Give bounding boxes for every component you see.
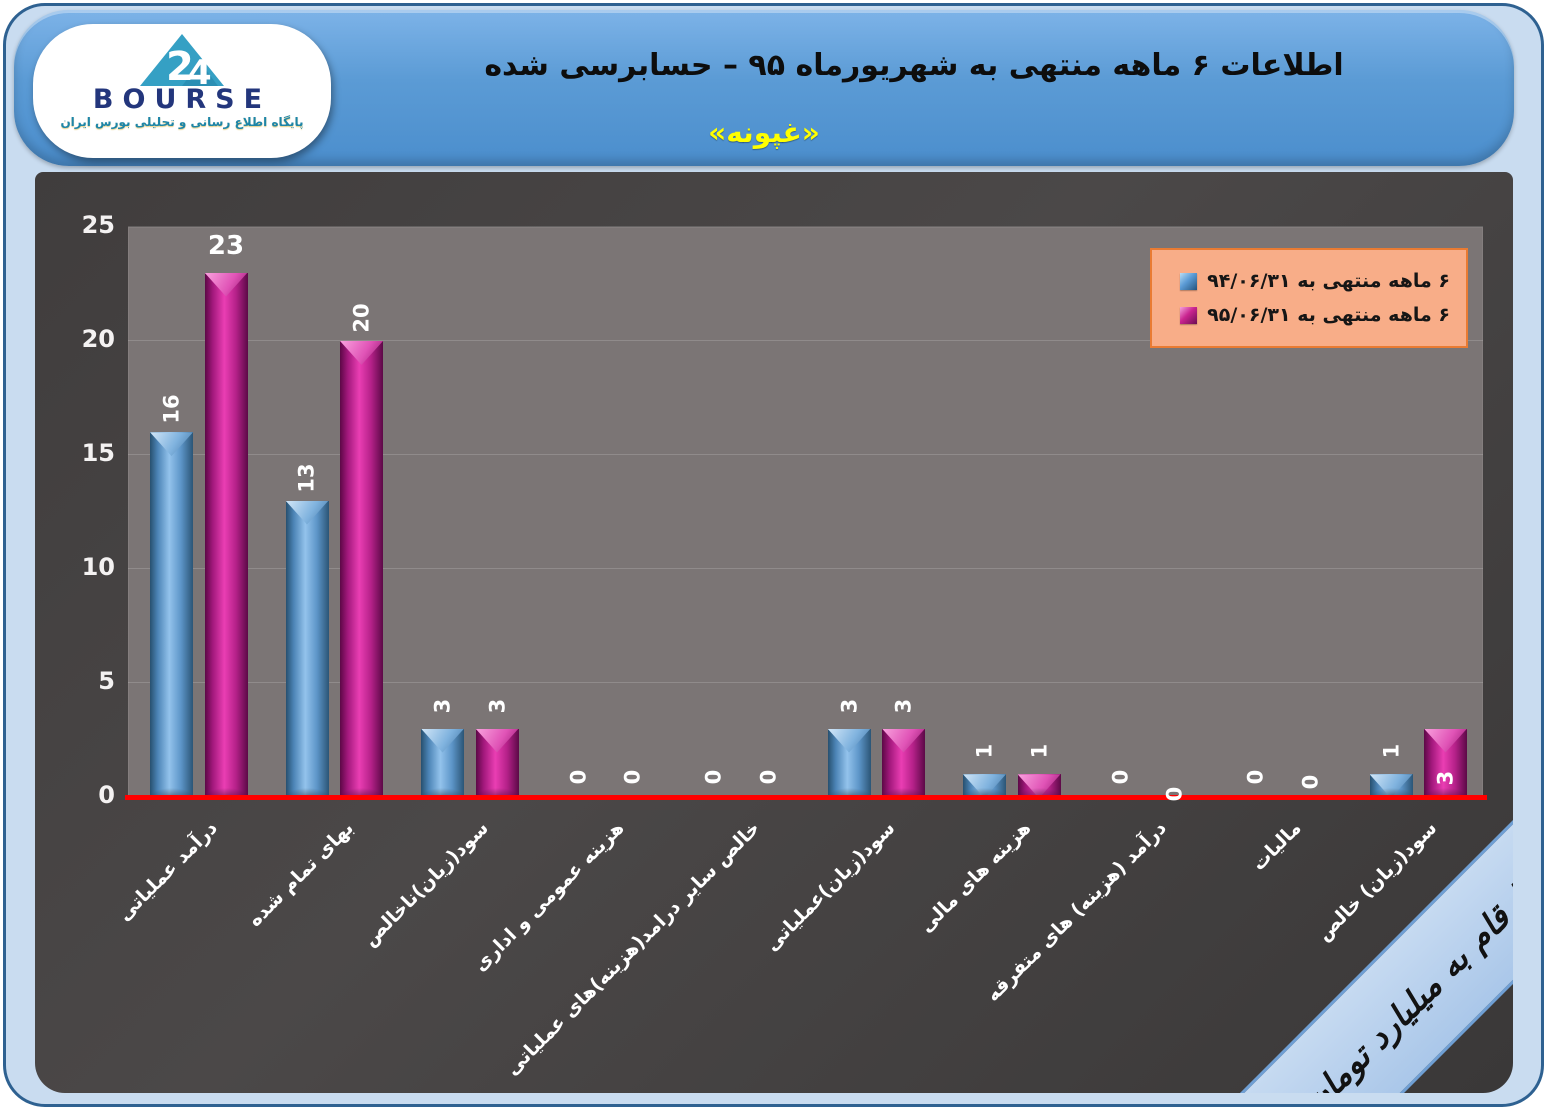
bar-value-text: 3	[1433, 770, 1458, 786]
bar-value-label: 1	[963, 734, 1006, 768]
bar-value-text: 1	[972, 743, 997, 759]
bar-value-label: 3	[421, 689, 464, 723]
x-category-text: سود(زیان)عملیاتی	[761, 817, 900, 956]
bar-value-text: 3	[430, 698, 455, 713]
bar-value-text: 0	[1108, 769, 1132, 785]
grid-line	[128, 682, 1483, 683]
bar-s1-cat1	[150, 432, 193, 797]
bar-s2-cat7	[1017, 774, 1061, 797]
bar-value-text: 3	[837, 698, 861, 713]
bar-value-text: 1	[1379, 743, 1403, 759]
zero-baseline	[125, 795, 1487, 800]
legend-label: ۶ ماهه منتهی به ۹۵/۰۶/۳۱	[1207, 304, 1450, 326]
x-category-text: مالیات	[1248, 817, 1307, 875]
grid-line	[128, 226, 1483, 227]
x-category-text: سود(زیان)ناخالص	[359, 817, 494, 951]
bar-s1-cat7	[963, 774, 1006, 797]
bar-value-text: 0	[1243, 769, 1268, 785]
bar-value-label: 23	[207, 230, 245, 261]
grid-line	[128, 340, 1483, 341]
bar-value-label: 0	[1099, 760, 1142, 794]
grid-line	[128, 454, 1483, 455]
bar-value-label: 0	[557, 760, 600, 794]
svg-text:2: 2	[166, 44, 194, 90]
bar-value-text: 0	[756, 769, 780, 785]
legend-row: ۶ ماهه منتهی به ۹۵/۰۶/۳۱	[1168, 304, 1450, 326]
bar-value-label: 3	[882, 689, 925, 723]
x-category-text: هزینه های مالی	[915, 817, 1036, 937]
y-tick-label: 25	[81, 211, 115, 239]
bourse24-triangle-icon: 2 4	[33, 28, 331, 92]
bar-value-label: 0	[747, 760, 790, 794]
bar-value-text: 1	[1027, 743, 1051, 759]
bar-value-text: 16	[159, 394, 184, 424]
bar-value-label: 0	[1234, 760, 1277, 794]
bar-s1-cat6	[827, 728, 871, 797]
bar-value-label: 0	[692, 760, 735, 794]
bar-value-text: 3	[485, 698, 509, 713]
x-category-text: بهای تمام شده	[243, 817, 358, 932]
bar-value-text: 13	[294, 462, 319, 493]
bar-value-label: 0	[1153, 777, 1196, 811]
page-title: اطلاعات ۶ ماهه منتهی به شهریورماه ۹۵ – ح…	[484, 48, 1344, 83]
y-tick-label: 0	[98, 781, 115, 809]
x-axis: درآمد عملیاتی بهای تمام شده سود(زیان)ناخال…	[114, 817, 1483, 1093]
bar-s1-cat2	[285, 500, 329, 797]
bar-s2-cat6	[882, 728, 925, 797]
bar-value-text: 0	[620, 769, 645, 785]
x-category-text: سود(زیان) خالص	[1313, 817, 1442, 946]
logo-tagline: پایگاه اطلاع رسانی و تحلیلی بورس ایران	[60, 115, 304, 129]
bar-value-label: 1	[1018, 734, 1061, 768]
bar-s2-cat3	[475, 728, 519, 797]
bar-value-label: 0	[1289, 765, 1332, 799]
bar-value-text: 0	[1298, 774, 1322, 790]
bar-s2-cat1	[204, 272, 248, 797]
bar-value-text: 3	[891, 698, 916, 713]
y-tick-label: 20	[81, 325, 115, 353]
y-tick-label: 10	[81, 553, 115, 581]
ticker-symbol: «غپونه»	[708, 116, 820, 149]
legend-label: ۶ ماهه منتهی به ۹۴/۰۶/۳۱	[1207, 270, 1450, 292]
grid-line	[128, 568, 1483, 569]
bar-s1-cat3	[421, 728, 464, 797]
y-tick-label: 15	[81, 439, 115, 467]
bar-value-text: 20	[349, 303, 374, 333]
chart-area: 16 13 3 0 0 3 1 0 0 1 23 20 3 0 0 3 1 0 0 3 0 5 10 15 20 25 درآم…	[35, 172, 1513, 1093]
bar-value-label: 0	[611, 760, 654, 794]
bar-value-text: 0	[1162, 786, 1187, 802]
bar-s1-cat10	[1369, 774, 1413, 797]
bar-value-label: 20	[340, 301, 383, 335]
bar-value-label: 16	[150, 392, 193, 426]
chart-legend: ۶ ماهه منتهی به ۹۴/۰۶/۳۱ ۶ ماهه منتهی به …	[1150, 248, 1468, 348]
x-category-text: هزینه عمومی و اداری	[469, 817, 629, 976]
bar-value-text: 0	[701, 769, 726, 785]
legend-marker-magenta-icon	[1180, 306, 1198, 324]
bar-value-label: 3	[476, 689, 519, 723]
legend-marker-blue-icon	[1180, 272, 1198, 290]
bar-value-label: 1	[1370, 734, 1413, 768]
x-category-text: درآمد عملیاتی	[113, 817, 223, 926]
y-tick-label: 5	[98, 667, 115, 695]
logo-brand-text: BOURSE	[92, 84, 272, 115]
bar-value-label: 13	[286, 461, 329, 495]
svg-text:4: 4	[188, 53, 212, 92]
bourse24-logo: 2 4 BOURSE پایگاه اطلاع رسانی و تحلیلی ب…	[33, 24, 331, 158]
legend-row: ۶ ماهه منتهی به ۹۴/۰۶/۳۱	[1168, 270, 1450, 292]
bar-value-label: 3	[828, 689, 871, 723]
bar-s2-cat2	[340, 341, 383, 797]
bar-s2-cat10	[1424, 728, 1467, 797]
bar-value-label: 3	[1424, 761, 1467, 795]
x-category-text: خالص سایر درامد(هزینه)های عملیاتی	[501, 817, 765, 1080]
bar-value-text: 0	[566, 769, 590, 785]
